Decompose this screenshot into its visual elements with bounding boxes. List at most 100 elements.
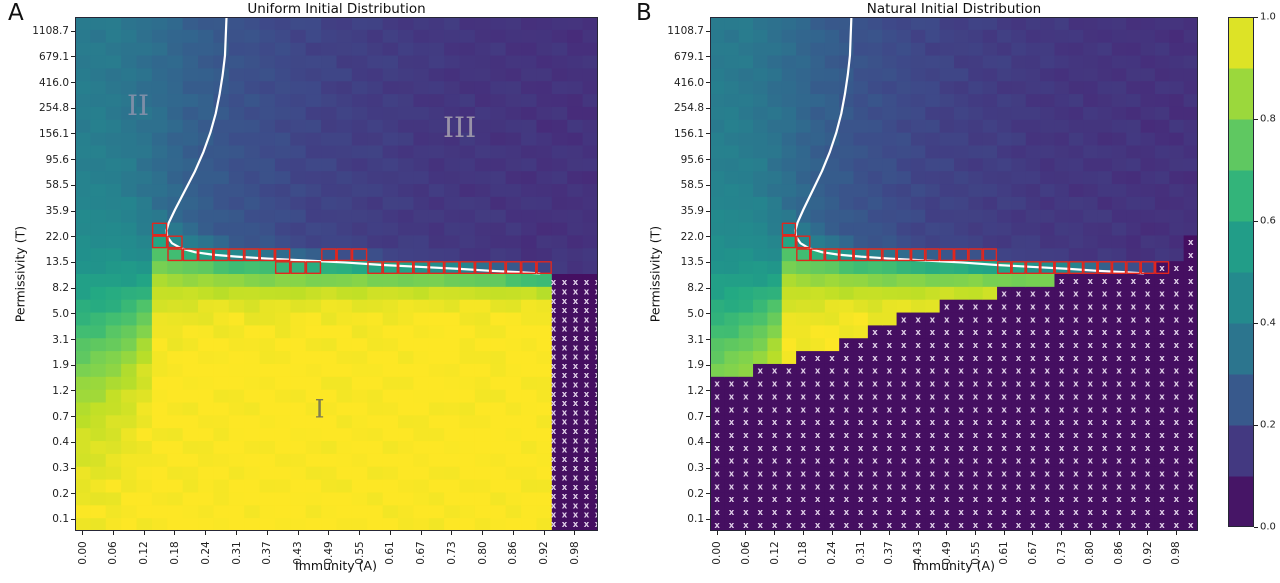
- y-tick-label: 0.1: [52, 513, 69, 526]
- y-tick-mark: [71, 30, 75, 32]
- y-tick-mark: [71, 82, 75, 84]
- x-tick-label: 0.43: [912, 541, 925, 565]
- y-tick-label: 0.2: [687, 487, 704, 500]
- y-tick-label: 679.1: [38, 50, 69, 63]
- x-tick-label: 0.67: [1026, 541, 1039, 565]
- y-tick-label: 13.5: [680, 256, 704, 269]
- y-tick-mark: [71, 56, 75, 58]
- x-tick-label: 0.67: [415, 541, 428, 565]
- x-tick-label: 0.18: [168, 541, 181, 565]
- x-tick-mark: [205, 531, 207, 535]
- colorbar-tick-label: 0.4: [1260, 317, 1276, 329]
- colorbar: [1228, 17, 1254, 527]
- y-tick-mark: [71, 441, 75, 443]
- x-tick-label: 0.92: [1141, 541, 1154, 565]
- y-tick-label: 35.9: [680, 205, 704, 218]
- y-tick-mark: [706, 30, 710, 32]
- y-tick-mark: [706, 133, 710, 135]
- x-axis-label-a: Immunity (A): [295, 558, 377, 573]
- x-tick-label: 0.00: [711, 541, 724, 565]
- colorbar-tick-label: 0.2: [1260, 419, 1276, 431]
- x-tick-mark: [266, 531, 268, 535]
- x-tick-mark: [359, 531, 361, 535]
- x-tick-label: 0.24: [199, 541, 212, 565]
- y-tick-label: 58.5: [45, 179, 69, 192]
- x-tick-label: 0.12: [138, 541, 151, 565]
- x-tick-mark: [512, 531, 514, 535]
- x-tick-label: 0.37: [261, 541, 274, 565]
- y-tick-mark: [71, 210, 75, 212]
- x-tick-label: 0.06: [739, 541, 752, 565]
- x-tick-mark: [143, 531, 145, 535]
- y-tick-label: 254.8: [673, 102, 704, 115]
- y-tick-label: 0.4: [687, 436, 704, 449]
- x-tick-label: 0.31: [230, 541, 243, 565]
- y-tick-mark: [71, 467, 75, 469]
- y-tick-mark: [706, 416, 710, 418]
- x-tick-label: 0.98: [1170, 541, 1183, 565]
- y-tick-label: 1108.7: [667, 25, 704, 38]
- y-tick-label: 13.5: [45, 256, 69, 269]
- x-tick-label: 0.12: [768, 541, 781, 565]
- x-tick-mark: [917, 531, 919, 535]
- x-tick-mark: [831, 531, 833, 535]
- y-tick-mark: [706, 159, 710, 161]
- x-tick-label: 0.73: [445, 541, 458, 565]
- y-tick-label: 1.2: [52, 384, 69, 397]
- y-tick-mark: [71, 493, 75, 495]
- y-tick-mark: [706, 56, 710, 58]
- y-tick-label: 22.0: [45, 230, 69, 243]
- x-tick-label: 0.80: [1084, 541, 1097, 565]
- x-tick-label: 0.24: [826, 541, 838, 565]
- y-tick-label: 0.1: [687, 513, 704, 526]
- y-tick-mark: [706, 236, 710, 238]
- y-tick-label: 0.7: [52, 410, 69, 423]
- x-tick-mark: [1175, 531, 1177, 535]
- y-tick-mark: [71, 159, 75, 161]
- y-tick-mark: [706, 261, 710, 263]
- y-tick-label: 5.0: [687, 307, 704, 320]
- y-tick-label: 416.0: [38, 76, 69, 89]
- x-tick-mark: [802, 531, 804, 535]
- x-tick-mark: [1147, 531, 1149, 535]
- y-tick-label: 156.1: [673, 127, 704, 140]
- x-tick-mark: [774, 531, 776, 535]
- y-axis-label-a: Permissivity (T): [12, 225, 28, 323]
- panel-title-a: Uniform Initial Distribution: [247, 1, 426, 17]
- x-tick-mark: [888, 531, 890, 535]
- x-tick-label: 0.61: [384, 541, 397, 565]
- region-label-i: I: [314, 394, 325, 424]
- x-tick-label: 0.06: [107, 541, 120, 565]
- colorbar-tick-label: 0.0: [1260, 521, 1276, 533]
- colorbar-tick-mark: [1254, 322, 1258, 324]
- panel-title-b: Natural Initial Distribution: [866, 1, 1042, 17]
- y-tick-label: 5.0: [52, 307, 69, 320]
- y-tick-label: 1.9: [52, 359, 69, 372]
- x-tick-label: 0.92: [538, 541, 551, 565]
- y-tick-label: 0.3: [687, 462, 704, 475]
- x-tick-mark: [482, 531, 484, 535]
- y-tick-label: 679.1: [673, 50, 704, 63]
- x-tick-mark: [236, 531, 237, 535]
- x-tick-mark: [1003, 531, 1005, 535]
- heatmap-panel-b: [710, 17, 1198, 531]
- y-tick-mark: [71, 287, 75, 289]
- y-tick-mark: [71, 107, 75, 109]
- y-tick-label: 8.2: [52, 282, 69, 295]
- x-tick-label: 0.86: [507, 541, 520, 565]
- x-tick-label: 0.49: [940, 541, 953, 565]
- colorbar-tick-mark: [1254, 16, 1258, 18]
- y-tick-label: 35.9: [45, 205, 69, 218]
- colorbar-tick-mark: [1254, 526, 1258, 528]
- y-tick-label: 22.0: [680, 230, 704, 243]
- y-tick-mark: [706, 518, 710, 520]
- y-tick-label: 3.1: [687, 333, 704, 346]
- y-tick-mark: [71, 364, 75, 366]
- x-tick-mark: [1089, 531, 1091, 535]
- x-tick-label: 0.00: [76, 541, 89, 565]
- colorbar-tick-label: 0.8: [1260, 113, 1276, 125]
- colorbar-tick-label: 1.0: [1260, 11, 1276, 23]
- y-tick-mark: [706, 107, 710, 109]
- y-tick-label: 254.8: [38, 102, 69, 115]
- y-tick-mark: [71, 133, 75, 135]
